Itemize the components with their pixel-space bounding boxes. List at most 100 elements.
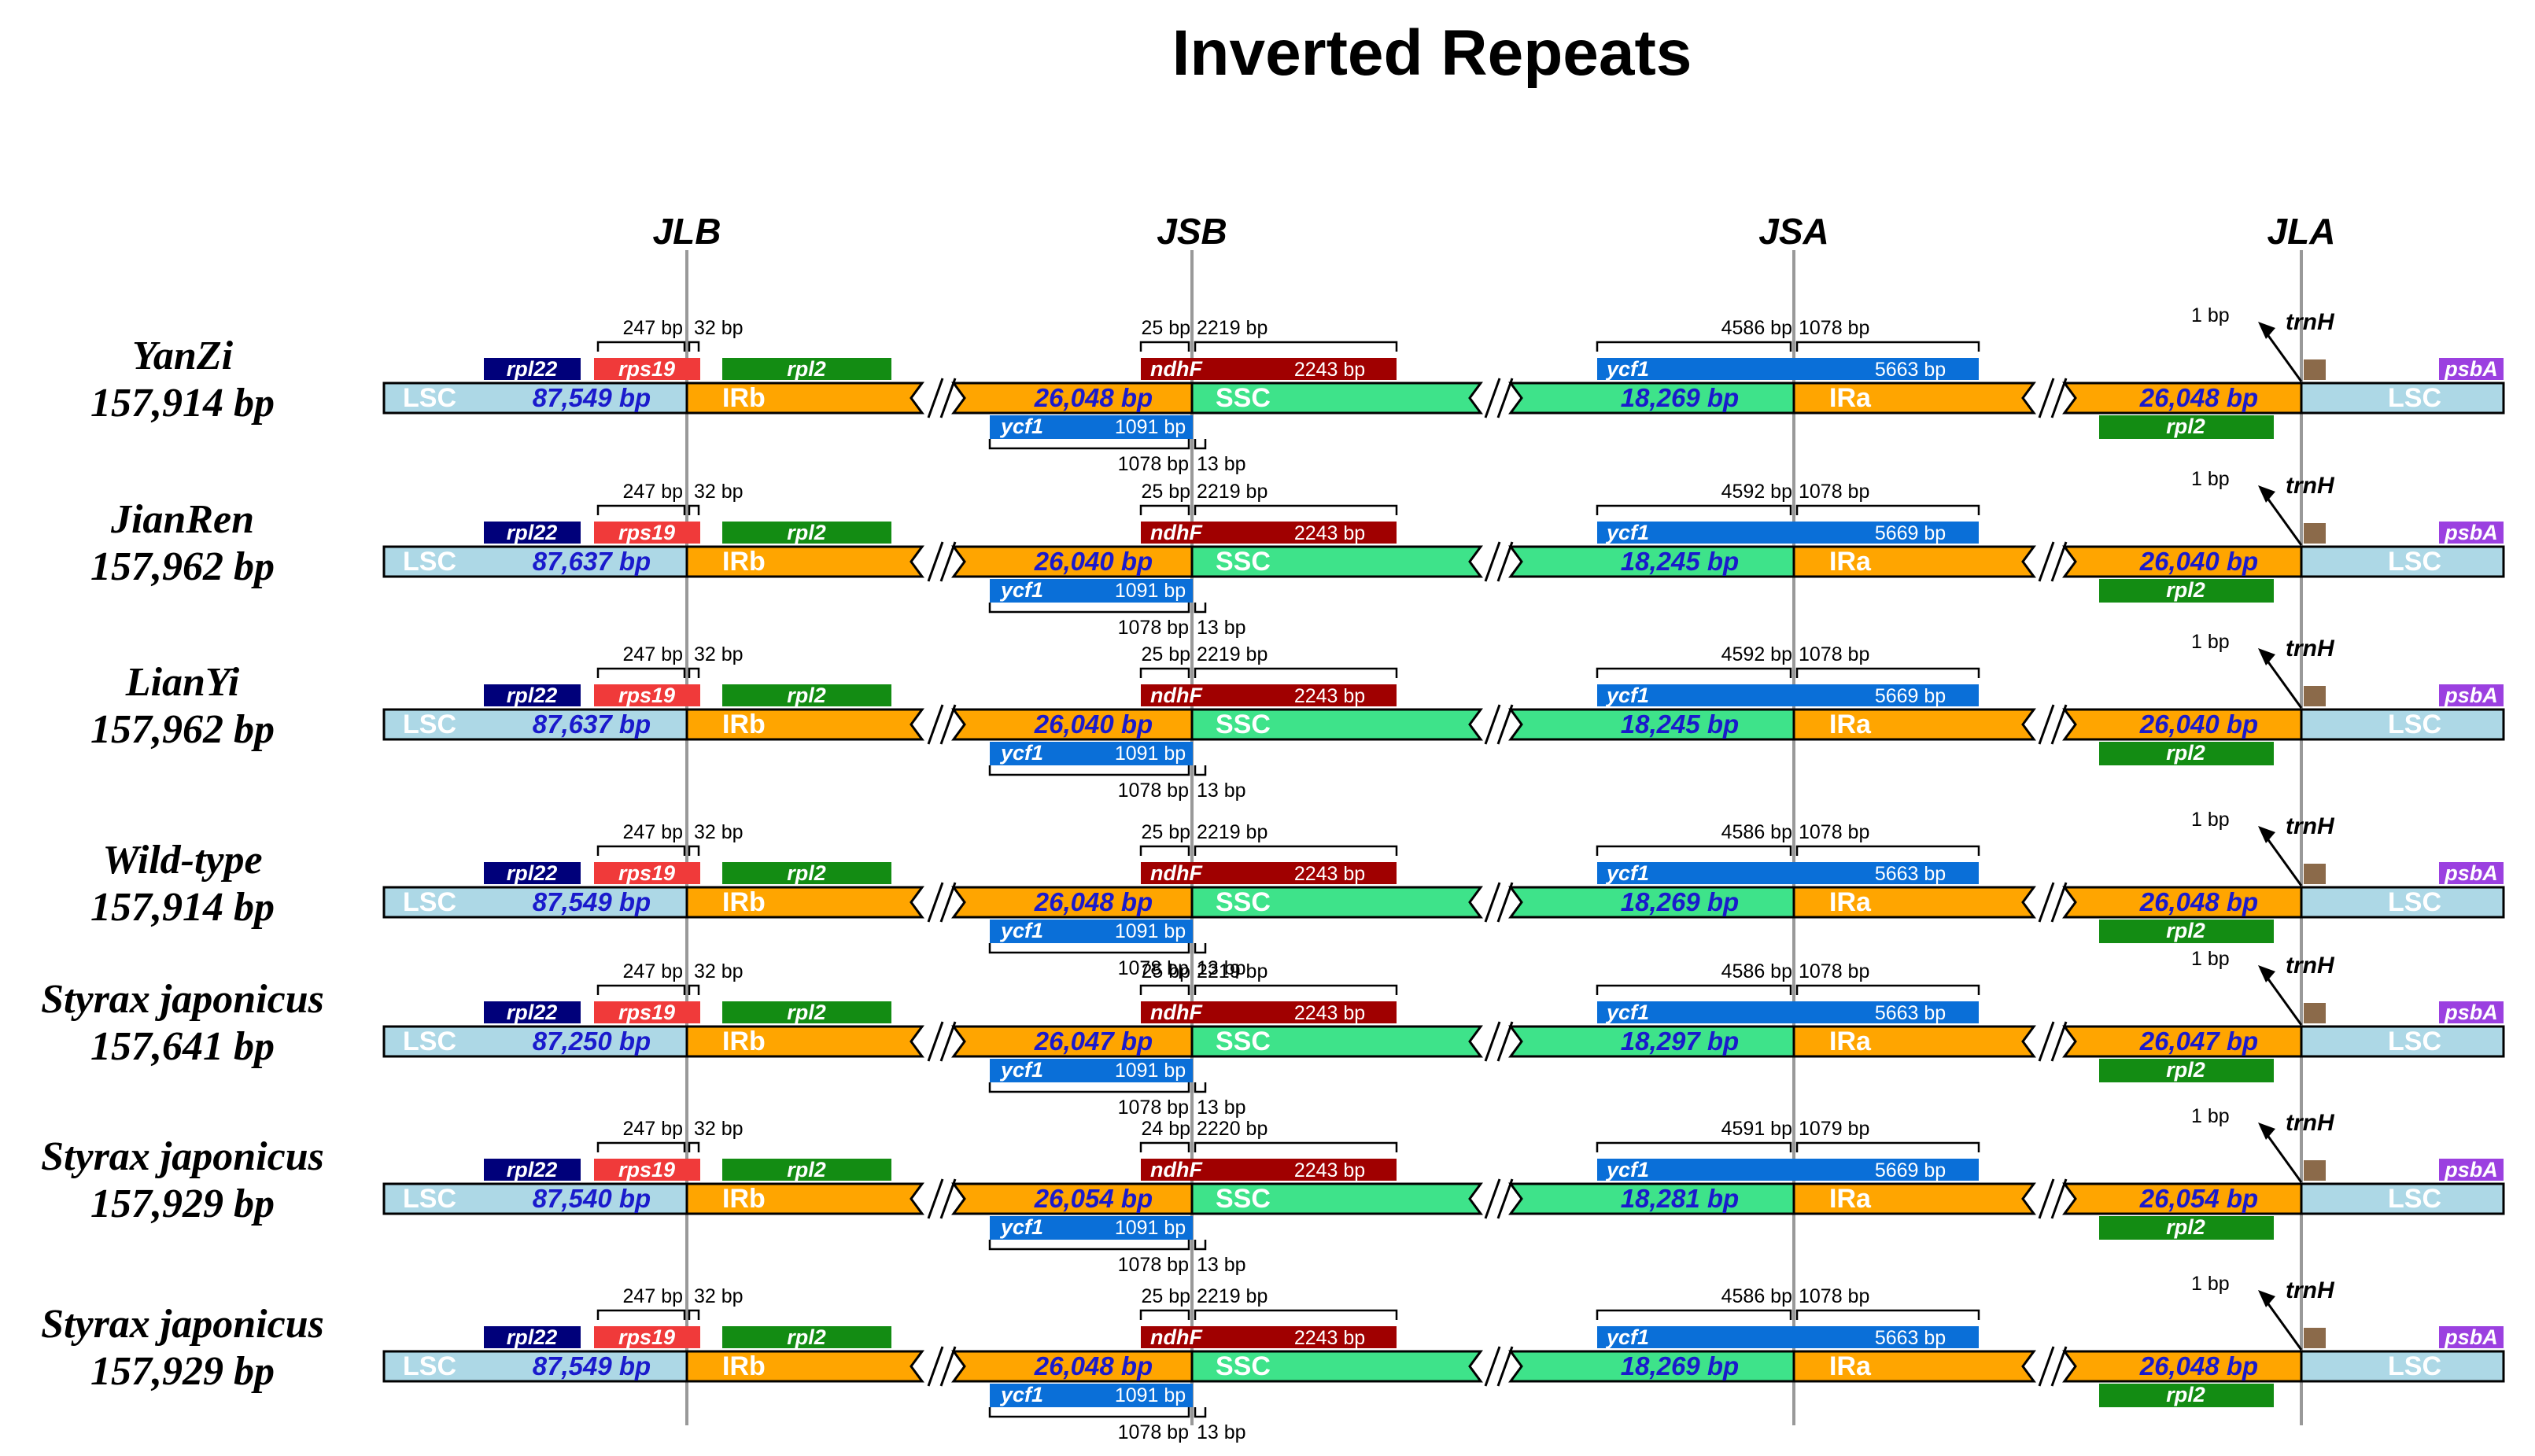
gene-rps19 [594, 1001, 700, 1023]
gene-rpl2-ira [2099, 1384, 2274, 1407]
irb-left-segment [685, 708, 924, 741]
gene-ndhf [1141, 1159, 1397, 1181]
break-mark [1484, 1346, 1514, 1387]
gene-length-ycf1: 5663 bp [1875, 863, 1946, 885]
region-label-lsc: LSC [2388, 547, 2441, 577]
bracket-jsa-left [1596, 504, 1792, 515]
gene-ycf1-short [990, 742, 1193, 765]
bracket-jlb-left [596, 845, 686, 856]
irb-length: 26,047 bp [1034, 1027, 1153, 1056]
lsc-right-segment [2300, 708, 2505, 741]
ssc-length: 18,281 bp [1621, 1184, 1739, 1213]
ssc-length: 18,297 bp [1621, 1027, 1739, 1056]
gene-rpl2-ira [2099, 1059, 2274, 1082]
genome-size: 157,929 bp [90, 1349, 275, 1394]
irb-right-segment [951, 1182, 1194, 1215]
gene-ycf1-short [990, 579, 1193, 603]
gene-label-rps19: rps19 [618, 1001, 675, 1024]
jlb-right-distance: 32 bp [694, 317, 744, 339]
gene-ndhf [1141, 358, 1397, 380]
ira-length: 26,048 bp [2139, 1351, 2258, 1380]
region-label-lsc: LSC [403, 1351, 456, 1381]
gene-psba [2439, 1001, 2504, 1023]
region-label-lsc: LSC [403, 887, 456, 917]
jsb-right-distance: 2220 bp [1197, 1118, 1268, 1140]
gene-label-rps19: rps19 [618, 521, 675, 544]
ssc-length: 18,269 bp [1621, 1351, 1739, 1380]
bracket-jsb-left [1139, 1309, 1190, 1320]
jsb-left-distance: 25 bp [1141, 317, 1190, 339]
ira-right-segment [2062, 1025, 2303, 1058]
break-mark [1484, 1021, 1514, 1062]
bracket-jsa-right [1795, 1141, 1980, 1152]
bracket-ycf1-left [988, 1407, 1190, 1418]
irb-right-segment [951, 1025, 1194, 1058]
break-mark [1484, 1178, 1514, 1219]
bracket-jlb-left [596, 1309, 686, 1320]
gene-ycf1-short [990, 1059, 1193, 1082]
gene-label-ndhf: ndhF [1150, 861, 1203, 885]
jsa-left-distance: 4591 bp [1721, 1118, 1792, 1140]
jlb-left-distance: 247 bp [623, 1285, 683, 1307]
bracket-ycf1-right [1194, 765, 1207, 776]
species-name: Wild-type [102, 838, 262, 883]
ycf1-left-distance: 1078 bp [1118, 1097, 1189, 1119]
gene-rpl22 [484, 1326, 581, 1348]
gene-label-psba: psbA [2444, 1325, 2498, 1349]
gene-length-ycf1-short: 1091 bp [1115, 1217, 1186, 1239]
ssc-right-segment [1508, 708, 1795, 741]
bracket-ycf1-left [988, 439, 1190, 450]
trnh-pointer-line [2261, 831, 2303, 887]
ssc-left-segment [1190, 545, 1483, 578]
species-name: Styrax japonicus [41, 977, 324, 1022]
gene-length-ycf1-short: 1091 bp [1115, 1060, 1186, 1082]
irb-left-segment [685, 545, 924, 578]
lsc-length: 87,549 bp [533, 383, 651, 412]
genome-size: 157,641 bp [90, 1024, 275, 1069]
ira-length: 26,054 bp [2139, 1184, 2258, 1213]
ycf1-left-distance: 1078 bp [1118, 453, 1189, 475]
bracket-jsb-left [1139, 984, 1190, 995]
gene-ndhf [1141, 1001, 1397, 1023]
ycf1-right-distance: 13 bp [1197, 1421, 1246, 1443]
junction-label-jsb: JSB [1157, 211, 1227, 252]
gene-ndhf [1141, 684, 1397, 706]
gene-length-ndhf: 2243 bp [1294, 1327, 1365, 1349]
region-label-ira: IRa [1829, 1027, 1872, 1056]
ycf1-right-distance: 13 bp [1197, 617, 1246, 639]
bracket-ycf1-left [988, 603, 1190, 614]
jlb-right-distance: 32 bp [694, 1118, 744, 1140]
gene-psba [2439, 1159, 2504, 1181]
gene-label-trnh: trnH [2286, 1277, 2335, 1303]
break-mark [927, 882, 957, 923]
bracket-ycf1-left [988, 765, 1190, 776]
ira-left-segment [1792, 545, 2036, 578]
jlb-right-distance: 32 bp [694, 960, 744, 982]
jsb-left-distance: 25 bp [1141, 960, 1190, 982]
gene-ycf1 [1597, 358, 1979, 380]
jsb-right-distance: 2219 bp [1197, 821, 1268, 843]
species-name: LianYi [125, 660, 240, 705]
irb-right-segment [951, 708, 1194, 741]
region-label-ssc: SSC [1216, 710, 1271, 739]
ssc-right-segment [1508, 886, 1795, 919]
gene-label-psba: psbA [2444, 861, 2498, 885]
gene-label-trnh: trnH [2286, 1110, 2335, 1136]
bracket-jsa-right [1795, 1309, 1980, 1320]
gene-length-ycf1: 5669 bp [1875, 1159, 1946, 1181]
trnh-arrow-icon [2258, 965, 2275, 982]
gene-length-ndhf: 2243 bp [1294, 685, 1365, 707]
ssc-length: 18,245 bp [1621, 710, 1739, 739]
jlb-left-distance: 247 bp [623, 821, 683, 843]
gene-rps19 [594, 522, 700, 544]
gene-rps19 [594, 862, 700, 884]
genome-size: 157,914 bp [90, 381, 275, 426]
gene-label-ndhf: ndhF [1150, 684, 1203, 707]
region-label-ssc: SSC [1216, 383, 1271, 413]
ssc-left-segment [1190, 1025, 1483, 1058]
gene-rpl2 [722, 1001, 891, 1023]
ssc-right-segment [1508, 545, 1795, 578]
